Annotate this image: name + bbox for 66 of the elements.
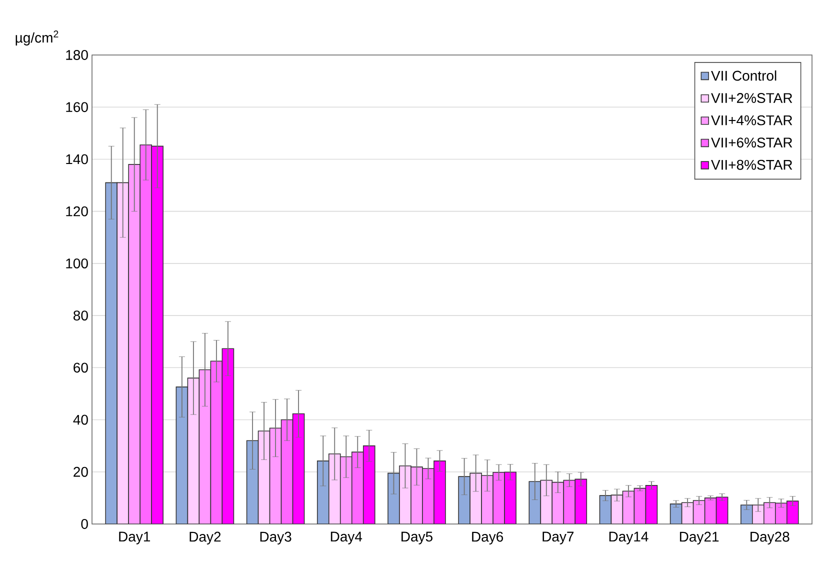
bar <box>481 475 494 524</box>
x-tick-label: Day3 <box>260 532 292 544</box>
bar <box>563 480 576 524</box>
bar <box>198 369 212 524</box>
bar <box>269 428 282 524</box>
bar <box>528 481 542 524</box>
y-tick-label: 140 <box>66 154 88 164</box>
y-tick-label: 100 <box>66 258 88 268</box>
bar <box>128 164 140 524</box>
y-tick-label: 120 <box>66 206 88 216</box>
bar <box>292 413 305 524</box>
legend-label: VII+6%STAR <box>711 138 792 148</box>
y-axis-title: µg/cm$^{2}$ <box>16 30 58 46</box>
bar <box>434 460 446 524</box>
y-tick-label: 60 <box>74 362 88 373</box>
bar <box>388 472 400 524</box>
bar <box>246 440 259 524</box>
y-tick-label: 40 <box>73 414 88 425</box>
x-tick-label: Day2 <box>190 532 221 544</box>
bar <box>740 504 753 524</box>
bar <box>410 466 423 524</box>
bar <box>599 495 612 524</box>
bar <box>634 488 646 524</box>
y-tick-label: 180 <box>66 50 88 60</box>
x-tick-label: Day21 <box>680 532 719 544</box>
bar <box>105 182 118 524</box>
bar <box>458 476 470 524</box>
x-tick-label: Day14 <box>609 532 648 544</box>
bar <box>316 460 330 524</box>
bar <box>140 144 152 524</box>
bar <box>786 500 799 524</box>
bar <box>152 146 164 524</box>
bar <box>670 504 682 524</box>
bar <box>492 472 505 524</box>
bar <box>775 502 788 524</box>
bar <box>704 498 717 524</box>
bar <box>645 485 658 524</box>
x-tick-label: Day1 <box>119 532 150 544</box>
x-tick-label: Day5 <box>402 532 432 544</box>
bar <box>574 478 588 524</box>
bar <box>504 472 516 524</box>
legend-label: VII+4%STAR <box>711 115 792 126</box>
bar <box>176 386 188 524</box>
x-tick-label: Day4 <box>330 532 362 544</box>
legend-label: VII+8%STAR <box>711 160 792 170</box>
y-tick-label: 80 <box>74 310 88 321</box>
bar <box>622 490 635 524</box>
bar <box>692 500 706 524</box>
bar <box>716 496 728 524</box>
bar <box>422 468 434 524</box>
x-tick-label: Day7 <box>542 532 574 544</box>
y-tick-label: 0 <box>81 519 88 529</box>
bar <box>764 502 776 524</box>
bar <box>362 445 376 524</box>
bar <box>351 452 364 524</box>
x-tick-label: Day6 <box>472 532 504 544</box>
bar <box>222 348 234 524</box>
bar <box>552 482 564 524</box>
y-tick-label: 20 <box>74 466 88 477</box>
x-tick-label: Day28 <box>750 532 790 544</box>
legend-label: VII+2%STAR <box>711 93 792 103</box>
bar <box>280 419 294 524</box>
bar <box>210 360 223 524</box>
legend-label: VII Control <box>711 70 776 81</box>
bar <box>340 456 352 524</box>
y-tick-label: 160 <box>66 102 88 112</box>
